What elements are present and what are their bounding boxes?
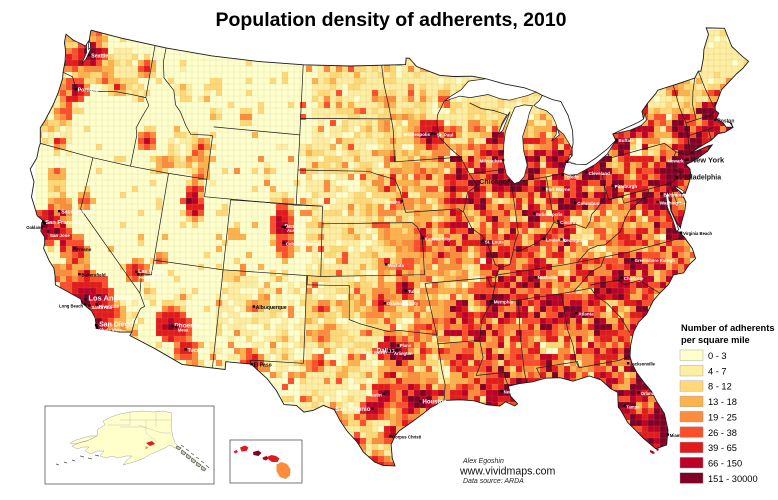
svg-text:Arlington: Arlington [394, 351, 413, 356]
svg-text:8 - 12: 8 - 12 [708, 382, 732, 392]
svg-text:St. Louis: St. Louis [485, 239, 504, 244]
svg-text:Sacramento: Sacramento [61, 210, 91, 216]
svg-text:Virginia Beach: Virginia Beach [683, 231, 712, 236]
svg-text:Seattle: Seattle [91, 54, 108, 60]
svg-text:Cleveland: Cleveland [589, 171, 611, 176]
svg-text:Santa Ana: Santa Ana [92, 305, 113, 310]
svg-text:151 - 30000: 151 - 30000 [708, 474, 758, 484]
svg-text:Dallas: Dallas [377, 348, 395, 354]
svg-text:Mesa: Mesa [178, 327, 189, 332]
svg-text:San Jose: San Jose [50, 233, 70, 238]
svg-text:Data source: ARDA: Data source: ARDA [463, 478, 524, 485]
svg-text:per square mile: per square mile [681, 335, 750, 345]
svg-text:Buffalo: Buffalo [619, 138, 635, 143]
svg-text:Chula Vista: Chula Vista [99, 327, 122, 332]
svg-text:Tucson: Tucson [188, 348, 206, 354]
svg-text:Pittsburgh: Pittsburgh [615, 184, 638, 189]
svg-text:26 - 38: 26 - 38 [708, 428, 737, 438]
svg-text:Fort Worth: Fort Worth [364, 350, 387, 355]
svg-text:Population density of adherent: Population density of adherents, 2010 [215, 9, 566, 31]
svg-text:4 - 7: 4 - 7 [708, 366, 727, 376]
svg-text:Houston: Houston [423, 400, 448, 406]
svg-text:Atlanta: Atlanta [578, 312, 594, 317]
svg-text:Newark: Newark [668, 159, 685, 164]
svg-text:66 - 150: 66 - 150 [708, 458, 742, 468]
svg-text:Chicago: Chicago [479, 179, 507, 186]
svg-text:Albuquerque: Albuquerque [256, 305, 287, 311]
svg-text:Plano: Plano [400, 343, 412, 348]
svg-text:Miami: Miami [670, 433, 682, 438]
svg-text:Tampa: Tampa [626, 404, 640, 409]
svg-text:Cincinnati: Cincinnati [560, 220, 582, 225]
svg-text:13 - 18: 13 - 18 [708, 397, 737, 407]
svg-text:Jacksonville: Jacksonville [630, 362, 656, 367]
svg-text:Number of adherents: Number of adherents [681, 323, 775, 333]
svg-text:Memphis: Memphis [494, 300, 514, 305]
svg-text:Portland: Portland [78, 88, 99, 94]
svg-text:New York: New York [691, 155, 725, 164]
svg-text:Fort Wayne: Fort Wayne [546, 187, 571, 192]
svg-text:Oklahoma City: Oklahoma City [387, 301, 419, 306]
svg-text:St. Paul: St. Paul [437, 132, 454, 137]
svg-text:Aurora: Aurora [287, 228, 301, 233]
svg-text:Kansas City: Kansas City [425, 236, 451, 241]
svg-text:19 - 25: 19 - 25 [708, 412, 737, 422]
svg-text:Colorado Springs: Colorado Springs [286, 241, 322, 246]
svg-text:San Diego: San Diego [99, 322, 133, 329]
svg-text:Wichita: Wichita [388, 263, 404, 268]
svg-text:Indianapolis: Indianapolis [536, 212, 563, 217]
svg-text:Corpus Christi: Corpus Christi [392, 435, 421, 440]
svg-text:Fresno: Fresno [76, 247, 91, 252]
svg-text:Denver: Denver [285, 224, 303, 230]
svg-text:Columbus: Columbus [577, 201, 599, 206]
svg-text:Greensboro Raleigh: Greensboro Raleigh [635, 258, 675, 263]
svg-text:Toledo: Toledo [565, 174, 580, 179]
svg-text:Nashville: Nashville [538, 275, 558, 280]
svg-text:Las Vegas: Las Vegas [138, 269, 163, 275]
svg-text:Charlotte: Charlotte [624, 276, 644, 281]
svg-text:www.vividmaps.com: www.vividmaps.com [459, 466, 556, 478]
svg-text:Philadelphia: Philadelphia [680, 175, 721, 182]
svg-text:Orlando: Orlando [641, 391, 657, 396]
svg-text:Tulsa: Tulsa [408, 289, 420, 294]
svg-text:Henderson: Henderson [139, 275, 161, 280]
svg-text:Detroit: Detroit [569, 159, 584, 164]
svg-text:Oakland: Oakland [26, 225, 43, 230]
svg-text:39 - 65: 39 - 65 [708, 443, 737, 453]
svg-text:Lexington: Lexington [564, 238, 586, 243]
svg-text:Minneapolis: Minneapolis [404, 132, 430, 137]
svg-text:Omaha: Omaha [385, 200, 401, 205]
svg-text:El Paso: El Paso [254, 363, 272, 369]
svg-text:Austin: Austin [368, 392, 382, 397]
svg-text:Los Angeles: Los Angeles [88, 294, 132, 303]
svg-text:Phoenix: Phoenix [174, 322, 200, 329]
svg-text:Milwaukee: Milwaukee [480, 159, 503, 164]
svg-text:Louisville: Louisville [546, 237, 567, 242]
svg-text:Alex Egoshin: Alex Egoshin [462, 458, 504, 465]
svg-text:Washington: Washington [660, 201, 686, 206]
svg-text:0 - 3: 0 - 3 [708, 351, 727, 361]
svg-text:Boston: Boston [717, 119, 734, 125]
svg-text:Bakersfield: Bakersfield [81, 273, 106, 278]
svg-text:San Antonio: San Antonio [335, 407, 370, 413]
svg-text:New Orleans: New Orleans [504, 390, 530, 395]
svg-text:Riverside: Riverside [99, 304, 120, 309]
svg-text:San Francisco: San Francisco [45, 220, 85, 226]
svg-text:Long Beach: Long Beach [59, 304, 83, 309]
svg-text:Baltimore: Baltimore [664, 192, 685, 197]
